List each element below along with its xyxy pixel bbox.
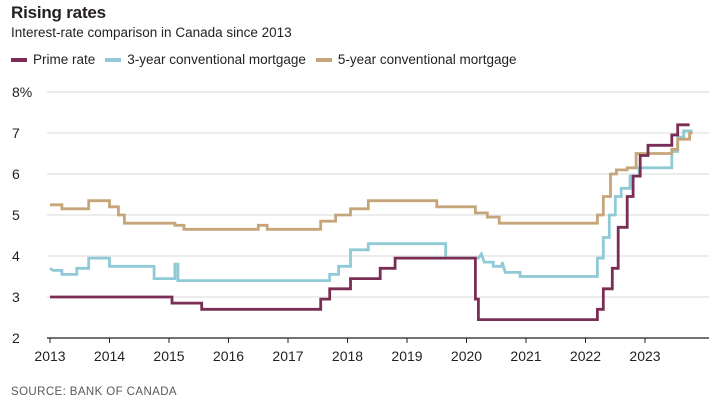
x-tick-label: 2013	[34, 348, 65, 364]
y-tick-label: 2	[12, 330, 20, 346]
y-tick-label: 5	[12, 207, 20, 223]
legend-label-prime-rate: Prime rate	[33, 52, 96, 67]
chart-title: Rising rates	[11, 3, 106, 22]
axes: 2 3 4 5 6 7 8% 2013 2014 2015 2016 2017 2018 2019 2020…	[12, 84, 709, 364]
y-tick-label: 7	[12, 125, 20, 141]
legend: Prime rate 3-year conventional mortgage …	[11, 52, 527, 67]
x-tick-label: 2022	[570, 348, 601, 364]
x-tick-label: 2015	[153, 348, 184, 364]
y-tick-label: 3	[12, 289, 20, 305]
chart-subtitle: Interest-rate comparison in Canada since…	[11, 25, 292, 40]
x-tick-label: 2016	[213, 348, 244, 364]
legend-item-3-year-mortgage: 3-year conventional mortgage	[105, 52, 306, 67]
y-tick-label: 4	[12, 248, 20, 264]
gridlines	[47, 91, 709, 298]
legend-swatch-5-year-mortgage	[315, 57, 332, 62]
legend-label-3-year-mortgage: 3-year conventional mortgage	[127, 52, 306, 67]
series-line-5-year-mortgage	[50, 131, 693, 231]
x-tick-label: 2014	[94, 348, 125, 364]
legend-item-5-year-mortgage: 5-year conventional mortgage	[315, 52, 517, 67]
x-tick-label: 2017	[272, 348, 303, 364]
legend-item-prime-rate: Prime rate	[11, 52, 95, 67]
y-tick-label: 6	[12, 166, 20, 182]
series-line-3-year-mortgage	[49, 129, 693, 282]
x-tick-label: 2020	[451, 348, 482, 364]
x-tick-label: 2023	[629, 348, 660, 364]
legend-swatch-3-year-mortgage	[105, 57, 122, 62]
x-tick-label: 2021	[510, 348, 541, 364]
source-note: SOURCE: BANK OF CANADA	[11, 386, 177, 398]
legend-swatch-prime-rate	[11, 57, 27, 62]
legend-label-5-year-mortgage: 5-year conventional mortgage	[337, 52, 517, 67]
series-line-prime-rate	[50, 123, 690, 321]
series-lines	[49, 123, 693, 321]
x-tick-label: 2019	[391, 348, 422, 364]
x-tick-label: 2018	[332, 348, 363, 364]
y-tick-label: 8%	[12, 84, 32, 100]
